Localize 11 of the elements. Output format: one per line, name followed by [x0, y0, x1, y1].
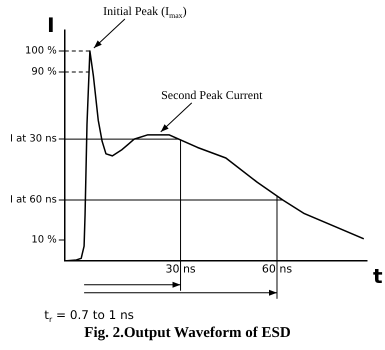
y-tick-label: 10 % [31, 234, 57, 246]
annotation: Second Peak Current [161, 88, 264, 102]
y-tick-label: I at 30 ns [10, 134, 57, 145]
x-axis-title: t [373, 264, 383, 288]
y-tick-label: 100 % [25, 46, 57, 57]
y-tick-label: 90 % [31, 66, 57, 78]
y-tick-label: I at 60 ns [10, 194, 57, 206]
x-tick-label: 60 ns [262, 262, 292, 276]
text: Fig. 2.Output Waveform of ESD [84, 324, 291, 341]
y-axis-title: I [47, 13, 55, 37]
x-tick-label: 30 ns [165, 262, 196, 276]
